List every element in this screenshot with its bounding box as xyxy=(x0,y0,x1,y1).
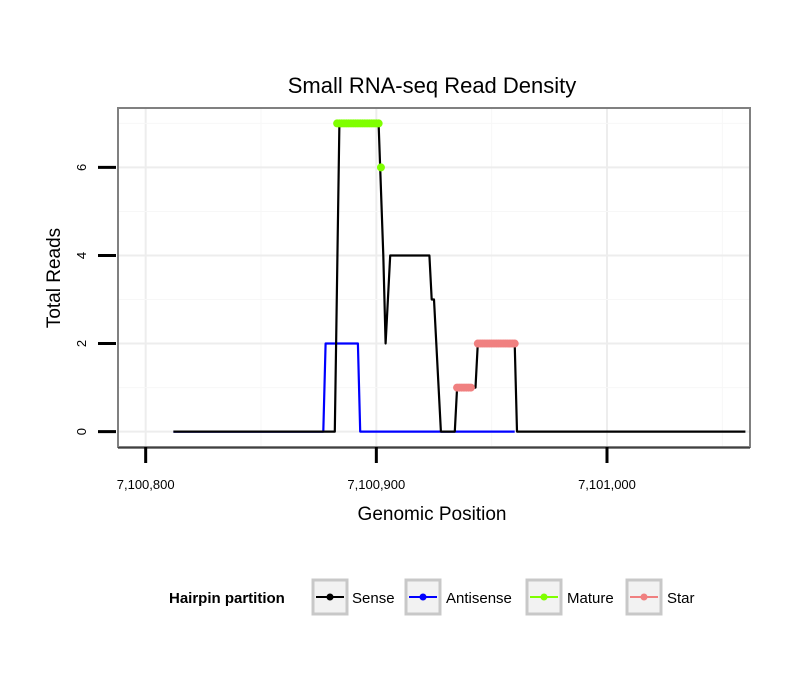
series-layer xyxy=(173,119,746,433)
y-tick-label: 2 xyxy=(74,340,89,347)
legend-label-mature: Mature xyxy=(567,590,614,607)
point-star xyxy=(466,383,475,392)
legend-label-sense: Sense xyxy=(352,590,395,607)
chart-title: Small RNA-seq Read Density xyxy=(288,73,577,98)
y-tick-label: 4 xyxy=(74,252,89,259)
point-mature xyxy=(374,119,383,128)
y-axis-label: Total Reads xyxy=(44,228,65,328)
y-tick-label: 0 xyxy=(74,428,89,435)
legend-dot-star xyxy=(640,593,648,601)
series-line-sense xyxy=(173,122,746,433)
axes: 7,100,800 7,100,900 7,101,000 0 2 4 6 xyxy=(74,164,750,492)
legend-title: Hairpin partition xyxy=(169,590,285,607)
legend-dot-antisense xyxy=(419,593,427,601)
x-axis-label: Genomic Position xyxy=(358,504,507,525)
legend-dot-mature xyxy=(540,593,548,601)
x-tick-label: 7,100,800 xyxy=(117,477,175,492)
x-tick-label: 7,101,000 xyxy=(578,477,636,492)
y-tick-label: 6 xyxy=(74,164,89,171)
point-mature xyxy=(376,163,385,172)
point-star xyxy=(510,339,519,348)
legend-label-antisense: Antisense xyxy=(446,590,512,607)
legend: Hairpin partition Sense Antisense Mature St… xyxy=(169,578,695,616)
panel-border xyxy=(117,107,751,448)
legend-dot-sense xyxy=(326,593,334,601)
grid xyxy=(118,108,750,447)
x-tick-label: 7,100,900 xyxy=(347,477,405,492)
legend-label-star: Star xyxy=(667,590,695,607)
